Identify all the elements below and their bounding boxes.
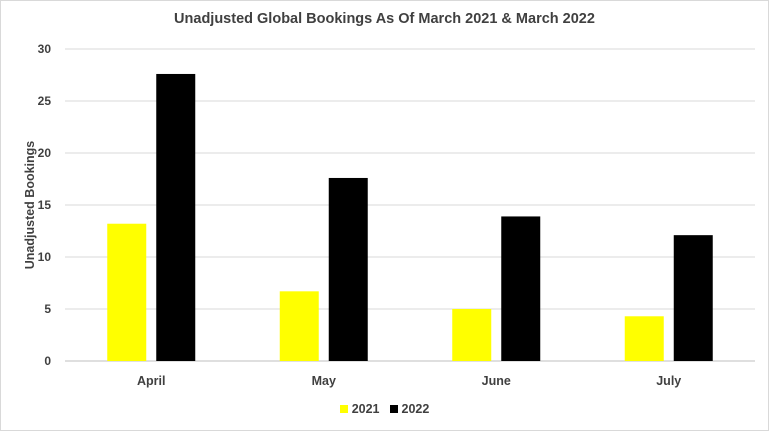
bar-2021-may (279, 291, 319, 361)
legend-item-2022: 2022 (389, 402, 430, 416)
bar-2022-may (328, 177, 368, 361)
legend: 2021 2022 (1, 402, 768, 416)
x-tick-label: June (482, 374, 511, 388)
legend-item-2021: 2021 (339, 402, 380, 416)
legend-label: 2021 (351, 402, 380, 416)
y-tick-label: 30 (38, 42, 52, 56)
y-tick-label: 25 (38, 94, 52, 108)
bar-2022-june (501, 216, 541, 361)
chart-title: Unadjusted Global Bookings As Of March 2… (174, 11, 595, 27)
x-tick-label: July (656, 374, 681, 388)
legend-swatch (339, 405, 348, 413)
y-tick-label: 20 (38, 146, 52, 160)
bar-2022-july (673, 235, 713, 361)
bar-2022-april (156, 73, 196, 362)
bar-2021-june (452, 309, 492, 361)
x-tick-label: April (137, 374, 165, 388)
bar-2021-april (107, 223, 147, 361)
y-tick-label: 15 (38, 198, 52, 212)
plot-area: 0 5 10 15 20 25 30 April May June July (38, 42, 755, 388)
bar-2021-july (624, 316, 664, 361)
legend-label: 2022 (401, 402, 430, 416)
legend-swatch (389, 405, 398, 413)
x-tick-label: May (312, 374, 336, 388)
y-tick-label: 10 (38, 250, 52, 264)
y-tick-label: 0 (44, 354, 51, 368)
y-tick-label: 5 (44, 302, 51, 316)
